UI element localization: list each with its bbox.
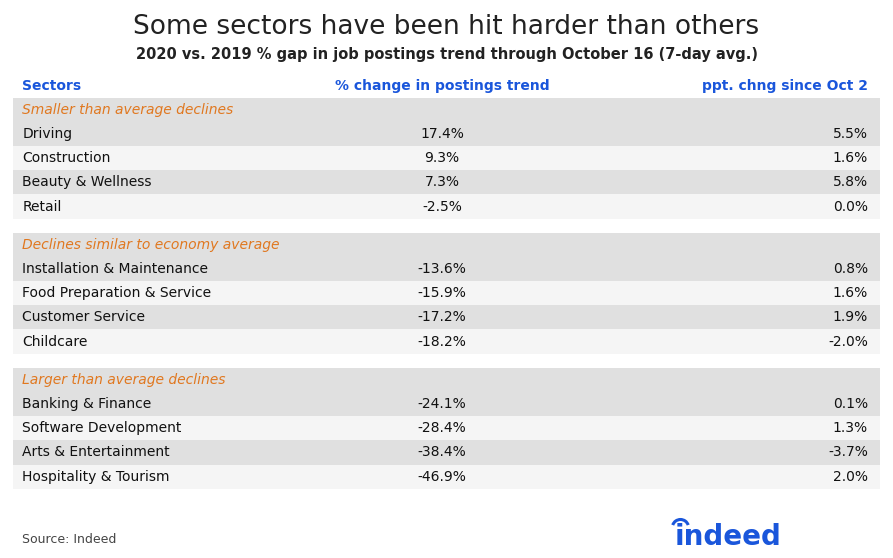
Text: Declines similar to economy average: Declines similar to economy average <box>22 238 280 252</box>
Text: Beauty & Wellness: Beauty & Wellness <box>22 175 152 189</box>
Text: Food Preparation & Service: Food Preparation & Service <box>22 286 212 300</box>
Text: 5.8%: 5.8% <box>833 175 868 189</box>
Text: 1.6%: 1.6% <box>833 151 868 165</box>
Text: -2.5%: -2.5% <box>422 200 462 214</box>
Text: -38.4%: -38.4% <box>418 445 466 459</box>
Text: -46.9%: -46.9% <box>418 470 466 484</box>
Text: Smaller than average declines: Smaller than average declines <box>22 103 234 117</box>
Text: -18.2%: -18.2% <box>418 335 466 349</box>
Text: 0.1%: 0.1% <box>833 397 868 411</box>
Text: 1.6%: 1.6% <box>833 286 868 300</box>
Text: Retail: Retail <box>22 200 62 214</box>
Text: Hospitality & Tourism: Hospitality & Tourism <box>22 470 170 484</box>
Text: Driving: Driving <box>22 127 72 141</box>
Text: 2.0%: 2.0% <box>833 470 868 484</box>
Text: 17.4%: 17.4% <box>420 127 464 141</box>
Text: 1.3%: 1.3% <box>833 421 868 435</box>
Text: 0.8%: 0.8% <box>833 262 868 276</box>
Text: -2.0%: -2.0% <box>828 335 868 349</box>
Text: 1.9%: 1.9% <box>833 310 868 324</box>
Text: -28.4%: -28.4% <box>418 421 466 435</box>
Text: Some sectors have been hit harder than others: Some sectors have been hit harder than o… <box>133 14 760 40</box>
Text: Software Development: Software Development <box>22 421 181 435</box>
Text: Installation & Maintenance: Installation & Maintenance <box>22 262 208 276</box>
Text: Customer Service: Customer Service <box>22 310 146 324</box>
Text: Source: Indeed: Source: Indeed <box>22 533 117 546</box>
Text: Sectors: Sectors <box>22 79 81 93</box>
Text: indeed: indeed <box>674 523 781 551</box>
Text: 5.5%: 5.5% <box>833 127 868 141</box>
Text: -15.9%: -15.9% <box>418 286 466 300</box>
Text: % change in postings trend: % change in postings trend <box>335 79 549 93</box>
Text: -3.7%: -3.7% <box>828 445 868 459</box>
Text: Banking & Finance: Banking & Finance <box>22 397 152 411</box>
Text: Construction: Construction <box>22 151 111 165</box>
Text: 2020 vs. 2019 % gap in job postings trend through October 16 (7-day avg.): 2020 vs. 2019 % gap in job postings tren… <box>136 47 757 62</box>
Text: -17.2%: -17.2% <box>418 310 466 324</box>
Text: 7.3%: 7.3% <box>424 175 460 189</box>
Text: -24.1%: -24.1% <box>418 397 466 411</box>
Text: -13.6%: -13.6% <box>418 262 466 276</box>
Text: Larger than average declines: Larger than average declines <box>22 373 226 387</box>
Text: 0.0%: 0.0% <box>833 200 868 214</box>
Text: 9.3%: 9.3% <box>424 151 460 165</box>
Text: ppt. chng since Oct 2: ppt. chng since Oct 2 <box>702 79 868 93</box>
Text: Arts & Entertainment: Arts & Entertainment <box>22 445 170 459</box>
Text: Childcare: Childcare <box>22 335 88 349</box>
